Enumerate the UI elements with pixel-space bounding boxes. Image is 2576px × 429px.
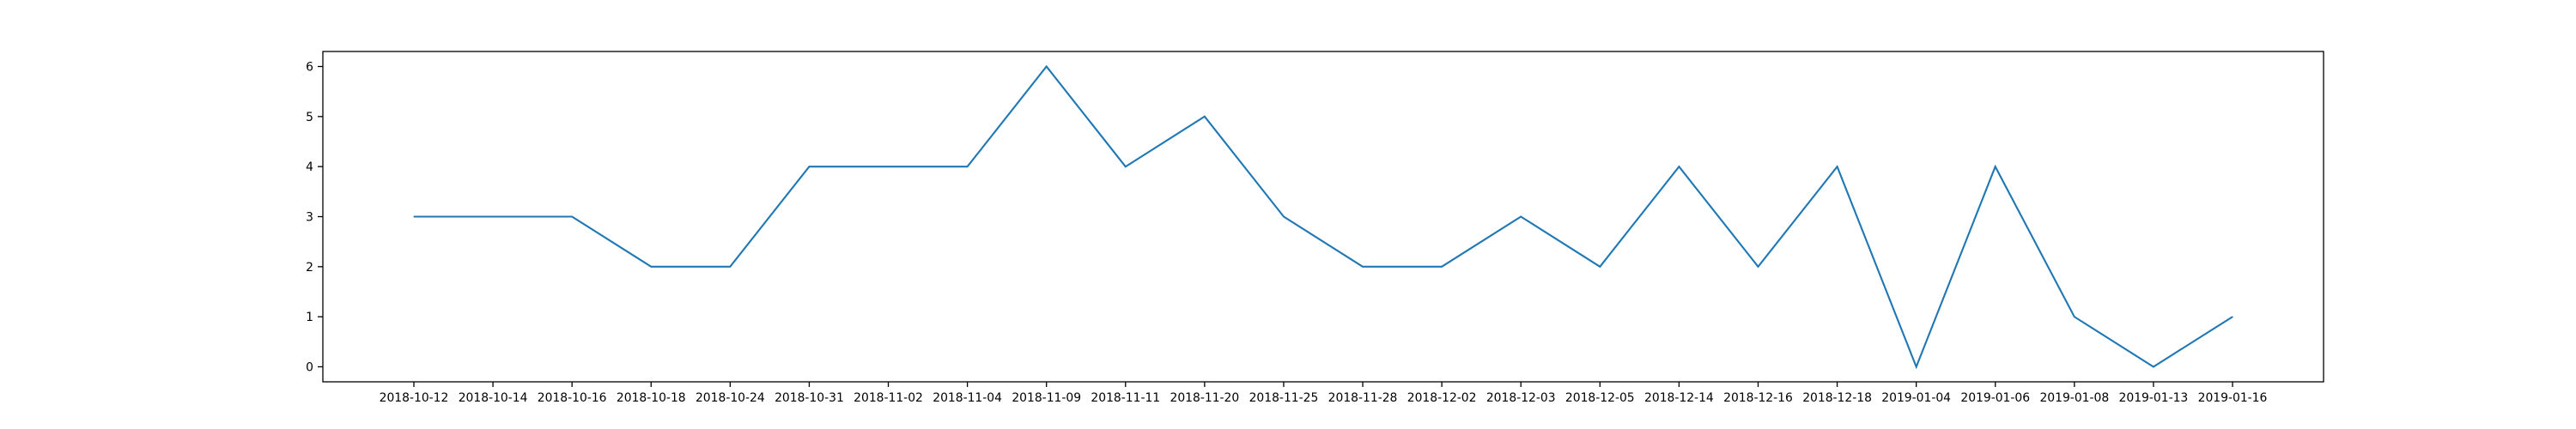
x-axis: 2018-10-12 2018-10-14 2018-10-16 2018-10-18… [380,382,2268,405]
x-tick-label: 2018-10-16 [538,391,607,405]
x-tick-label: 2018-12-18 [1802,391,1872,405]
data-point [729,266,731,268]
plot-series [413,64,2233,370]
data-point [1520,215,1522,218]
x-tick-label: 2018-12-03 [1486,391,1556,405]
data-point [1441,266,1443,268]
x-tick-label: 2018-11-28 [1328,391,1398,405]
x-tick-label: 2018-11-11 [1091,391,1160,405]
data-point [1757,266,1759,268]
data-point [1046,65,1048,68]
data-point [413,215,415,218]
data-point [967,166,969,167]
data-point [1599,266,1601,268]
y-tick-label: 6 [306,61,313,75]
x-tick-label: 2018-10-12 [380,391,449,405]
data-point [1836,166,1838,167]
series-line [414,64,2233,370]
data-point [1362,266,1364,268]
data-point [1125,166,1127,167]
data-point [1995,166,1996,167]
data-point [1678,166,1680,167]
y-tick-label: 2 [306,261,313,275]
x-tick-label: 2018-10-14 [459,391,528,405]
data-point [650,266,652,268]
x-tick-label: 2018-12-14 [1644,391,1714,405]
y-tick-label: 4 [306,160,313,174]
x-tick-label: 2018-11-04 [933,391,1002,405]
x-tick-label: 2018-11-20 [1170,391,1240,405]
x-tick-label: 2019-01-16 [2198,391,2268,405]
x-tick-label: 2019-01-06 [1960,391,2030,405]
data-point [1204,116,1206,118]
x-tick-label: 2018-11-09 [1012,391,1081,405]
data-point [1916,366,1917,368]
x-tick-label: 2019-01-04 [1881,391,1951,405]
x-tick-label: 2018-11-25 [1249,391,1319,405]
y-tick-label: 0 [306,361,313,375]
data-point [492,215,494,218]
y-axis: 0 1 2 3 4 5 6 [306,61,323,375]
x-tick-label: 2018-10-18 [617,391,686,405]
x-tick-label: 2018-10-31 [775,391,844,405]
x-tick-label: 2019-01-08 [2039,391,2109,405]
y-tick-label: 5 [306,111,313,124]
data-point [571,215,573,218]
plot-frame [322,51,2324,383]
x-tick-label: 2018-11-02 [854,391,923,405]
data-point [887,166,890,167]
data-point [1283,215,1285,218]
x-tick-label: 2018-12-05 [1565,391,1635,405]
y-tick-label: 3 [306,211,313,225]
data-point [808,166,811,167]
data-point [2153,366,2154,368]
x-tick-label: 2019-01-13 [2119,391,2189,405]
x-tick-label: 2018-10-24 [696,391,765,405]
y-tick-label: 1 [306,311,313,324]
x-tick-label: 2018-12-16 [1723,391,1793,405]
x-tick-label: 2018-12-02 [1407,391,1477,405]
